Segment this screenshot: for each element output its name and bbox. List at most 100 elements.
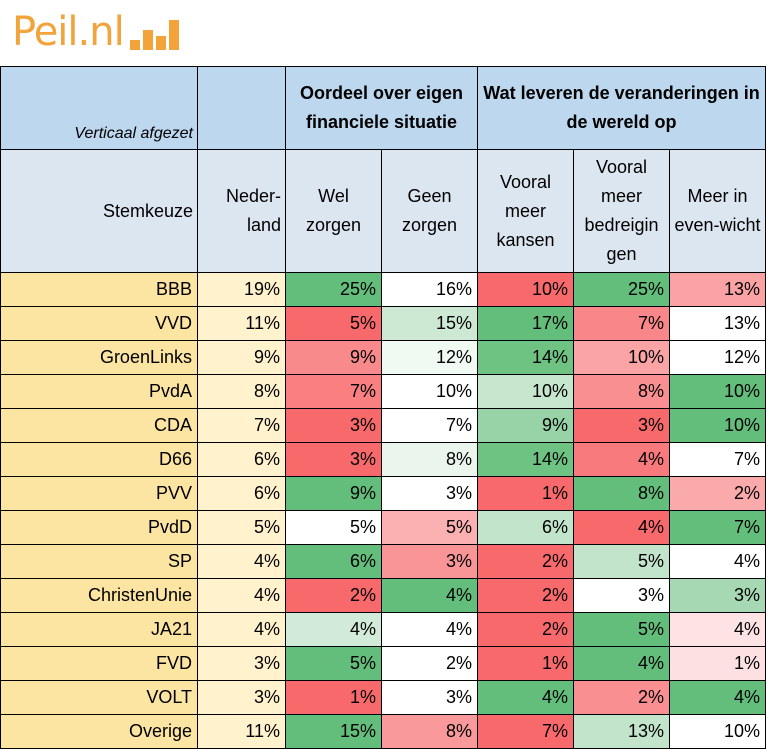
value-cell: 14% [477,442,574,477]
value-cell: 10% [669,714,766,749]
value-cell: 2% [669,476,766,511]
col-header-wel-zorgen: Wel zorgen [285,149,382,273]
col-header-kansen: Vooral meer kansen [477,149,574,273]
value-cell: 3% [669,578,766,613]
value-cell: 5% [573,544,670,579]
value-cell: 9% [197,340,286,375]
value-cell: 8% [197,374,286,409]
value-cell: 25% [285,272,382,307]
value-cell: 7% [197,408,286,443]
table-row: SP 4% 6% 3% 2% 5% 4% [0,544,766,579]
table-row: PvdD 5% 5% 5% 6% 4% 7% [0,510,766,545]
value-cell: 4% [477,680,574,715]
value-cell: 5% [573,612,670,647]
bar-chart-icon [129,10,179,54]
col-header-evenwicht: Meer in even-wicht [669,149,766,273]
value-cell: 3% [381,544,478,579]
corner-label: Verticaal afgezet [0,66,198,150]
value-cell: 12% [381,340,478,375]
value-cell: 4% [197,578,286,613]
value-cell: 1% [477,476,574,511]
value-cell: 2% [477,578,574,613]
value-cell: 6% [197,442,286,477]
value-cell: 4% [381,578,478,613]
value-cell: 11% [197,306,286,341]
value-cell: 9% [285,340,382,375]
table-row: VVD 11% 5% 15% 17% 7% 13% [0,306,766,341]
party-name: PvdA [0,374,198,409]
value-cell: 2% [477,612,574,647]
party-name: ChristenUnie [0,578,198,613]
value-cell: 7% [669,442,766,477]
value-cell: 13% [669,306,766,341]
value-cell: 9% [285,476,382,511]
table-row: D66 6% 3% 8% 14% 4% 7% [0,442,766,477]
value-cell: 3% [197,680,286,715]
value-cell: 5% [285,510,382,545]
value-cell: 2% [285,578,382,613]
table-row: GroenLinks 9% 9% 12% 14% 10% 12% [0,340,766,375]
value-cell: 10% [477,272,574,307]
group-header-world: Wat leveren de veranderingen in de werel… [477,66,766,150]
col-header-bedreigingen: Vooral meer bedreigin gen [573,149,670,273]
table-row: VOLT 3% 1% 3% 4% 2% 4% [0,680,766,715]
group-header-finance: Oordeel over eigen financiele situatie [285,66,478,150]
empty-header [197,66,286,150]
value-cell: 4% [573,442,670,477]
value-cell: 3% [285,442,382,477]
value-cell: 7% [477,714,574,749]
table-body: BBB 19% 25% 16% 10% 25% 13% VVD 11% 5% 15% 17% 7% 13%… [0,272,766,749]
table-row: Overige 11% 15% 8% 7% 13% 10% [0,714,766,749]
party-name: PVV [0,476,198,511]
party-name: VOLT [0,680,198,715]
table-row: PvdA 8% 7% 10% 10% 8% 10% [0,374,766,409]
value-cell: 8% [573,476,670,511]
party-name: GroenLinks [0,340,198,375]
value-cell: 19% [197,272,286,307]
party-name: FVD [0,646,198,681]
value-cell: 15% [285,714,382,749]
value-cell: 3% [381,680,478,715]
value-cell: 3% [573,578,670,613]
table-row: BBB 19% 25% 16% 10% 25% 13% [0,272,766,307]
party-name: D66 [0,442,198,477]
value-cell: 8% [573,374,670,409]
value-cell: 5% [197,510,286,545]
value-cell: 7% [285,374,382,409]
value-cell: 6% [477,510,574,545]
value-cell: 4% [197,612,286,647]
col-header-stemkeuze: Stemkeuze [0,149,198,273]
party-name: PvdD [0,510,198,545]
value-cell: 3% [285,408,382,443]
table-row: ChristenUnie 4% 2% 4% 2% 3% 3% [0,578,766,613]
value-cell: 8% [381,714,478,749]
value-cell: 7% [573,306,670,341]
value-cell: 4% [669,544,766,579]
value-cell: 6% [197,476,286,511]
value-cell: 12% [669,340,766,375]
value-cell: 1% [285,680,382,715]
table-row: FVD 3% 5% 2% 1% 4% 1% [0,646,766,681]
value-cell: 17% [477,306,574,341]
col-header-nederland: Neder-land [197,149,286,273]
value-cell: 7% [381,408,478,443]
value-cell: 9% [477,408,574,443]
value-cell: 2% [381,646,478,681]
value-cell: 10% [477,374,574,409]
logo-text: Peil.nl [12,9,125,55]
value-cell: 10% [573,340,670,375]
value-cell: 2% [477,544,574,579]
value-cell: 10% [669,374,766,409]
value-cell: 7% [669,510,766,545]
value-cell: 4% [285,612,382,647]
col-header-geen-zorgen: Geen zorgen [381,149,478,273]
value-cell: 4% [669,612,766,647]
party-name: CDA [0,408,198,443]
value-cell: 13% [573,714,670,749]
value-cell: 4% [381,612,478,647]
value-cell: 4% [197,544,286,579]
value-cell: 2% [573,680,670,715]
value-cell: 6% [285,544,382,579]
value-cell: 3% [573,408,670,443]
party-name: BBB [0,272,198,307]
